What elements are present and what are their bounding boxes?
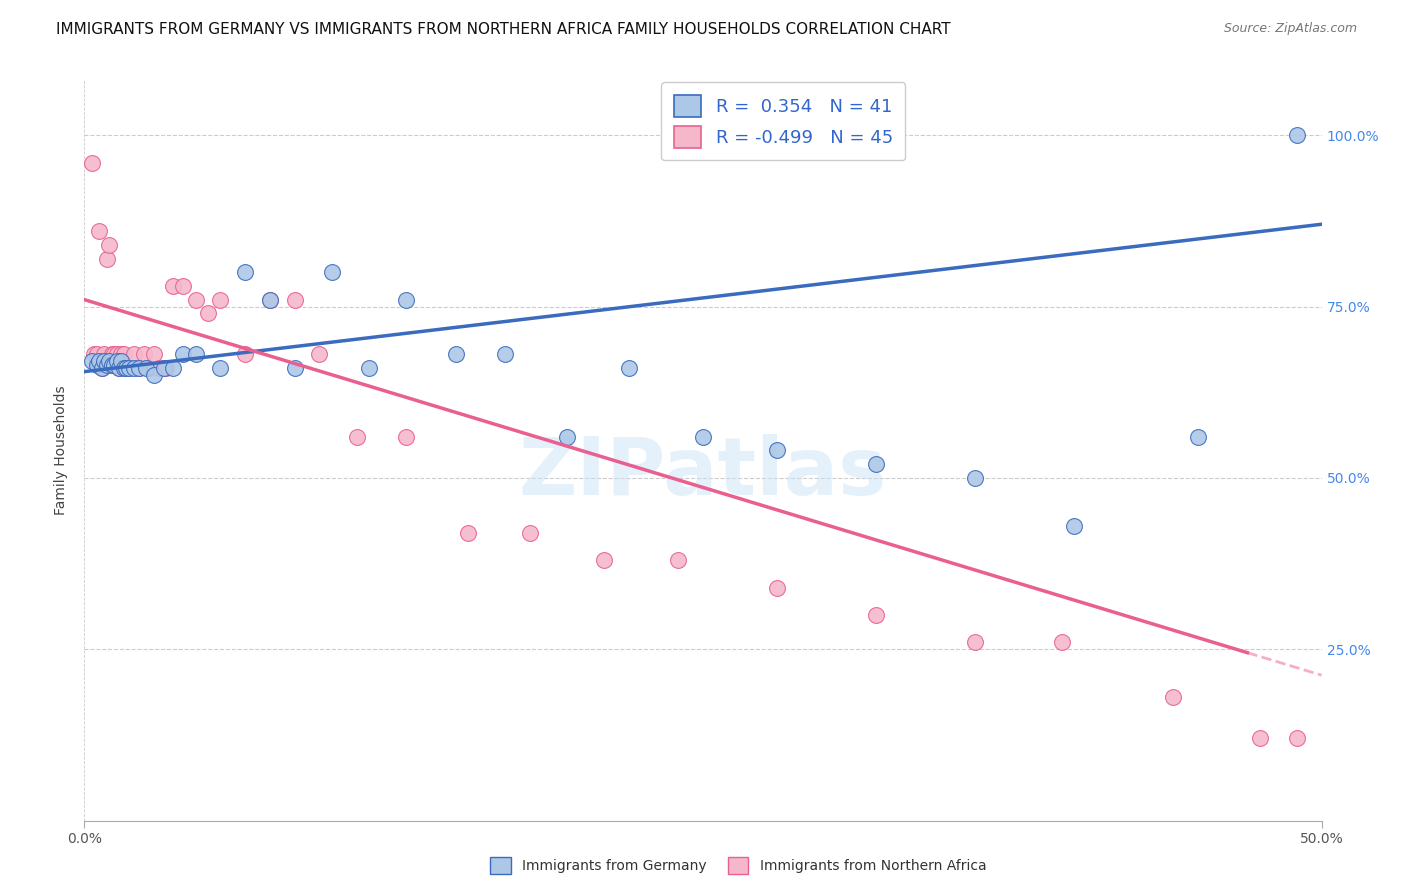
Point xyxy=(259,293,281,307)
Point xyxy=(395,430,418,444)
Point xyxy=(766,443,789,458)
Point xyxy=(103,358,125,372)
Point xyxy=(110,354,132,368)
Point xyxy=(152,361,174,376)
Point xyxy=(1285,128,1308,142)
Point xyxy=(1063,519,1085,533)
Point xyxy=(98,354,121,368)
Point xyxy=(155,361,177,376)
Point xyxy=(96,358,118,372)
Point xyxy=(1161,690,1184,705)
Point xyxy=(284,293,307,307)
Point xyxy=(108,361,131,376)
Point xyxy=(617,361,640,376)
Point xyxy=(142,368,165,382)
Point xyxy=(80,155,103,169)
Point xyxy=(103,347,125,361)
Point xyxy=(519,525,541,540)
Point xyxy=(142,347,165,361)
Point xyxy=(162,279,184,293)
Point xyxy=(357,361,380,376)
Point xyxy=(865,457,887,471)
Point xyxy=(346,430,368,444)
Point xyxy=(138,361,160,376)
Point xyxy=(80,354,103,368)
Point xyxy=(90,361,112,376)
Point xyxy=(1187,430,1209,444)
Point xyxy=(86,358,108,372)
Point xyxy=(284,361,307,376)
Point xyxy=(96,252,118,266)
Legend: R =  0.354   N = 41, R = -0.499   N = 45: R = 0.354 N = 41, R = -0.499 N = 45 xyxy=(661,82,905,161)
Text: ZIPatlas: ZIPatlas xyxy=(519,434,887,512)
Point xyxy=(666,553,689,567)
Point xyxy=(115,361,138,376)
Point xyxy=(172,347,194,361)
Point xyxy=(184,347,207,361)
Text: IMMIGRANTS FROM GERMANY VS IMMIGRANTS FROM NORTHERN AFRICA FAMILY HOUSEHOLDS COR: IMMIGRANTS FROM GERMANY VS IMMIGRANTS FR… xyxy=(56,22,950,37)
Point xyxy=(209,361,232,376)
Point xyxy=(98,237,121,252)
Point xyxy=(593,553,616,567)
Point xyxy=(89,224,111,238)
Point xyxy=(105,354,128,368)
Point xyxy=(1285,731,1308,746)
Point xyxy=(100,358,122,372)
Point xyxy=(108,361,131,376)
Point xyxy=(184,293,207,307)
Point xyxy=(132,347,155,361)
Point xyxy=(90,361,112,376)
Point xyxy=(122,361,145,376)
Legend: Immigrants from Germany, Immigrants from Northern Africa: Immigrants from Germany, Immigrants from… xyxy=(484,850,993,880)
Point xyxy=(83,347,105,361)
Point xyxy=(162,361,184,376)
Point xyxy=(115,361,138,376)
Point xyxy=(766,581,789,595)
Point xyxy=(965,635,987,649)
Point xyxy=(122,347,145,361)
Point xyxy=(197,306,219,320)
Point xyxy=(233,347,256,361)
Point xyxy=(494,347,516,361)
Point xyxy=(1050,635,1073,649)
Point xyxy=(118,361,141,376)
Point xyxy=(321,265,343,279)
Point xyxy=(555,430,578,444)
Point xyxy=(93,347,115,361)
Point xyxy=(865,607,887,622)
Point xyxy=(259,293,281,307)
Point xyxy=(118,361,141,376)
Point xyxy=(135,361,157,376)
Point xyxy=(100,347,122,361)
Point xyxy=(128,361,150,376)
Point xyxy=(112,361,135,376)
Point xyxy=(148,361,170,376)
Point xyxy=(444,347,467,361)
Point xyxy=(457,525,479,540)
Text: Source: ZipAtlas.com: Source: ZipAtlas.com xyxy=(1223,22,1357,36)
Y-axis label: Family Households: Family Households xyxy=(55,385,69,516)
Point xyxy=(128,361,150,376)
Point xyxy=(89,354,111,368)
Point xyxy=(105,347,128,361)
Point xyxy=(112,347,135,361)
Point xyxy=(308,347,330,361)
Point xyxy=(93,354,115,368)
Point xyxy=(172,279,194,293)
Point xyxy=(692,430,714,444)
Point xyxy=(233,265,256,279)
Point xyxy=(395,293,418,307)
Point xyxy=(110,347,132,361)
Point xyxy=(86,347,108,361)
Point xyxy=(1249,731,1271,746)
Point xyxy=(965,471,987,485)
Point xyxy=(209,293,232,307)
